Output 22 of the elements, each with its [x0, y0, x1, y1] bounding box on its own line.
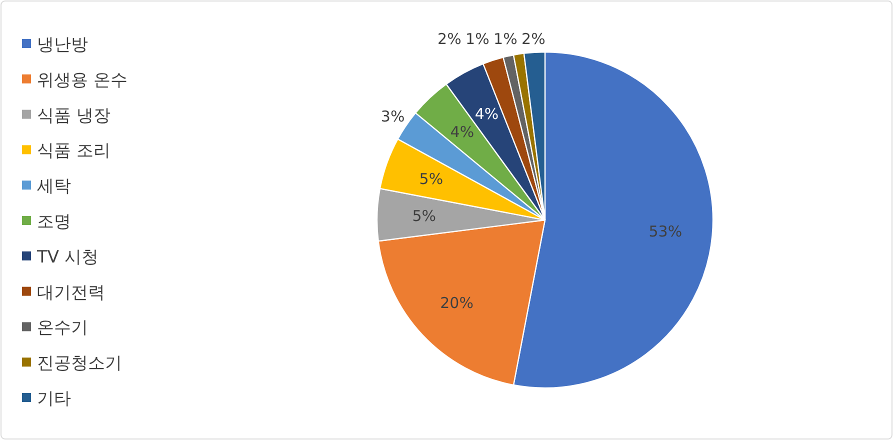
- legend-label: 기타: [37, 389, 71, 409]
- data-label: 4%: [450, 122, 474, 141]
- legend-label: 위생용 온수: [37, 70, 128, 90]
- data-label: 5%: [419, 170, 444, 188]
- legend-label: 식품 조리: [37, 141, 110, 162]
- data-label: 1%: [466, 30, 490, 48]
- data-label: 1%: [494, 30, 518, 48]
- data-label: 20%: [440, 294, 474, 312]
- data-label: 3%: [380, 108, 405, 126]
- data-label: 2%: [438, 30, 462, 48]
- data-label: 2%: [522, 30, 546, 48]
- data-label: 53%: [648, 222, 682, 240]
- legend-label: TV 시청: [36, 247, 98, 268]
- legend-label: 냉난방: [37, 35, 88, 55]
- legend-label: 온수기: [37, 318, 88, 338]
- legend-label: 진공청소기: [37, 354, 122, 374]
- data-label: 4%: [474, 105, 499, 123]
- data-label: 5%: [412, 207, 436, 226]
- legend-label: 대기전력: [37, 282, 105, 303]
- legend-label: 조명: [37, 212, 71, 232]
- legend-label: 식품 냉장: [37, 106, 110, 126]
- legend-label: 세탁: [37, 176, 71, 197]
